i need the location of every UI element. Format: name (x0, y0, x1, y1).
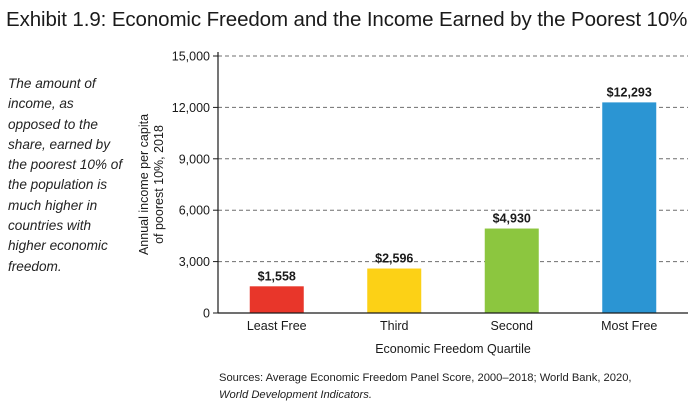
y-tick-label: 0 (203, 307, 210, 321)
x-axis-label: Economic Freedom Quartile (375, 342, 531, 356)
data-label: $4,930 (493, 212, 531, 226)
y-axis-label-line2: of poorest 10%, 2018 (152, 125, 166, 244)
data-labels: $1,558 $2,596 $4,930 $12,293 (258, 85, 652, 283)
y-tick-label: 6,000 (179, 204, 210, 218)
x-category-labels: Least Free Third Second Most Free (247, 319, 658, 333)
y-tick-label: 3,000 (179, 255, 210, 269)
y-tick-labels: 0 3,000 6,000 9,000 12,000 15,000 (172, 50, 210, 321)
x-category-label: Second (491, 319, 533, 333)
x-category-label: Most Free (601, 319, 657, 333)
gridlines (213, 55, 688, 314)
y-tick-label: 9,000 (179, 152, 210, 166)
bar-least-free (249, 286, 304, 313)
sources-note: Sources: Average Economic Freedom Panel … (219, 370, 689, 404)
y-tick-label: 12,000 (172, 101, 210, 115)
bar-most-free (602, 102, 657, 313)
bar-third (367, 268, 422, 313)
y-axis-label-line1: Annual income per capita (137, 114, 151, 255)
axes (217, 52, 688, 314)
data-label: $1,558 (258, 269, 296, 283)
exhibit-caption: The amount of income, as opposed to the … (8, 76, 123, 274)
data-label: $2,596 (375, 252, 413, 266)
sources-text: Sources: Average Economic Freedom Panel … (219, 372, 632, 384)
y-tick-label: 15,000 (172, 50, 210, 64)
x-category-label: Third (380, 319, 409, 333)
x-category-label: Least Free (247, 319, 307, 333)
data-label: $12,293 (607, 85, 652, 99)
bar-second (484, 228, 539, 313)
exhibit-title: Exhibit 1.9: Economic Freedom and the In… (6, 8, 688, 31)
sources-italic: World Development Indicators. (219, 389, 372, 401)
bars (249, 102, 657, 313)
